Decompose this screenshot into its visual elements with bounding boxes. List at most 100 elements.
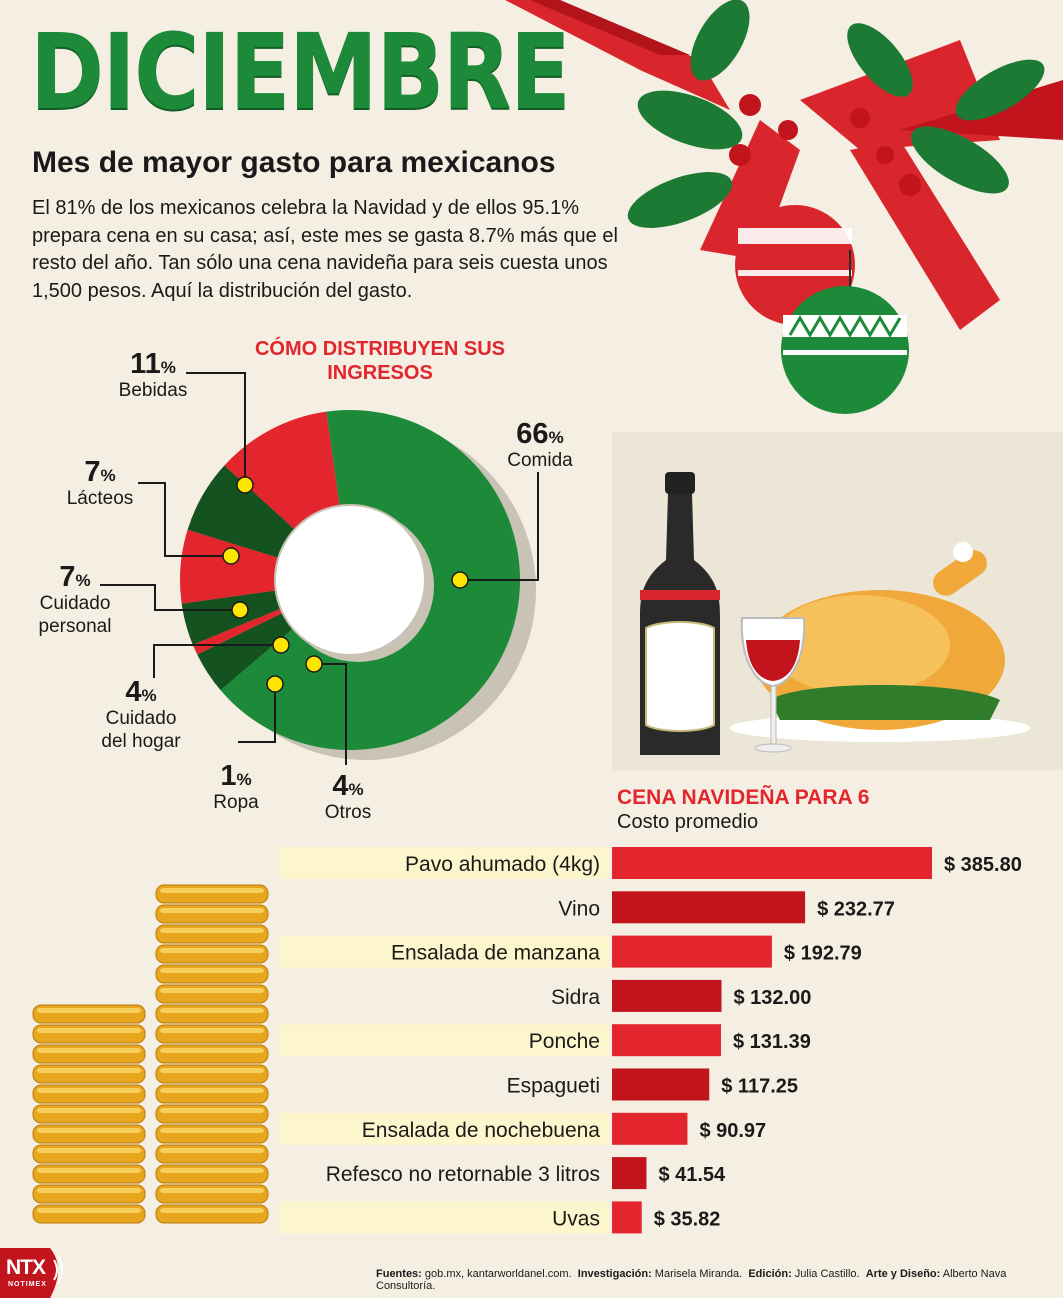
slice-value: 4 [125, 676, 142, 708]
coin-shine [37, 1048, 141, 1053]
label-cuidado-hogar: 4% Cuidado del hogar [86, 678, 196, 753]
coin-shine [160, 1168, 264, 1173]
edit-label: Edición: [748, 1268, 792, 1280]
bar-category-label: Uvas [552, 1207, 600, 1230]
marker-cuidado-personal [231, 601, 249, 619]
coin-shine [37, 1148, 141, 1153]
bar-value-label: $ 35.82 [654, 1208, 721, 1230]
research-label: Investigación: [577, 1268, 652, 1280]
sources-text: gob.mx, kantarworldanel.com. [424, 1268, 572, 1280]
slice-value: 11 [130, 348, 161, 380]
bar-chart-subtitle: Costo promedio [617, 811, 759, 833]
edit-text: Julia Castillo. [794, 1268, 860, 1280]
bar [612, 1157, 647, 1190]
bar-category-label: Vino [558, 897, 600, 920]
bar-value-label: $ 117.25 [721, 1076, 798, 1098]
coin-shine [37, 1108, 141, 1113]
bar-value-label: $ 385.80 [944, 854, 1022, 876]
coin-shine [37, 1188, 141, 1193]
turkey-illustration [730, 542, 1030, 742]
slice-label: Otros [324, 802, 372, 823]
slice-value: 7 [84, 456, 101, 488]
notimex-logo [0, 1248, 63, 1298]
coin-shine [160, 928, 264, 933]
slice-unit: % [236, 770, 252, 789]
coin-shine [37, 1068, 141, 1073]
leader-line-cuidado-hogar [153, 644, 281, 678]
sources-label: Fuentes: [376, 1268, 422, 1280]
row-highlight [279, 1201, 609, 1234]
coin-shine [37, 1128, 141, 1133]
bar-category-label: Pavo ahumado (4kg) [405, 853, 600, 876]
donut-slice-cuidado-personal [180, 529, 278, 604]
slice-value: 66 [516, 418, 549, 450]
bar-value-label: $ 41.54 [658, 1164, 726, 1186]
slice-label: Lácteos [66, 488, 134, 509]
coin-shine [160, 1068, 264, 1073]
leader-line-bebidas [186, 372, 246, 485]
leader-line-cuidado-personal [100, 584, 240, 611]
coin-shine [37, 1088, 141, 1093]
coin-shine [160, 1048, 264, 1053]
bar [612, 891, 806, 924]
slice-unit: % [100, 466, 116, 485]
coin-shine [160, 888, 264, 893]
slice-label: Comida [507, 450, 573, 471]
coin-shine [160, 1148, 264, 1153]
research-text: Marisela Miranda. [654, 1268, 743, 1280]
credits: Fuentes: gob.mx, kantarworldanel.com. In… [376, 1268, 1063, 1292]
holly-illustration [627, 0, 1045, 228]
coin-shine [160, 1188, 264, 1193]
slice-value: 4 [332, 770, 349, 802]
slice-label: Cuidado personal [38, 593, 112, 637]
slice-unit: % [548, 428, 564, 447]
label-comida: 66% Comida [495, 420, 585, 472]
intro-paragraph: El 81% de los mexicanos celebra la Navid… [32, 197, 618, 302]
leader-line-comida [460, 472, 539, 581]
donut-slice-comida [220, 409, 521, 750]
label-bebidas: 11% Bebidas [108, 350, 198, 402]
coin-shine [160, 1208, 264, 1213]
ornament-green-illustration [781, 250, 909, 414]
bar-category-label: Ensalada de manzana [391, 942, 600, 965]
label-cuidado-personal: 7% Cuidado personal [20, 563, 130, 638]
coin-shine [160, 1088, 264, 1093]
berries-illustration [729, 94, 921, 196]
bar-category-label: Refesco no retornable 3 litros [326, 1163, 600, 1186]
coin-shine [37, 1008, 141, 1013]
bar-chart-title: CENA NAVIDEÑA PARA 6 [617, 786, 870, 809]
bar [612, 935, 772, 968]
slice-unit: % [160, 358, 176, 377]
donut-chart-title: CÓMO DISTRIBUYEN SUS INGRESOS [254, 338, 506, 384]
coins-illustration [32, 884, 269, 1224]
slice-value: 1 [220, 760, 237, 792]
marker-otros [305, 655, 323, 673]
bar-category-label: Ensalada de nochebuena [362, 1119, 601, 1142]
bar-category-label: Espagueti [507, 1075, 600, 1098]
label-otros: 4% Otros [308, 772, 388, 824]
slice-label: Bebidas [118, 380, 188, 401]
slice-unit: % [141, 686, 157, 705]
marker-comida [451, 571, 469, 589]
coin-shine [37, 1168, 141, 1173]
label-lacteos: 7% Lácteos [55, 458, 145, 510]
bar-category-label: Sidra [551, 986, 600, 1009]
coin-shine [160, 1008, 264, 1013]
coin-shine [160, 1108, 264, 1113]
wine-bottle-illustration [640, 472, 720, 755]
row-highlight [279, 1024, 609, 1057]
slice-label: Ropa [213, 792, 259, 813]
coin-shine [160, 908, 264, 913]
marker-lacteos [222, 547, 240, 565]
coin-shine [160, 948, 264, 953]
donut-slice-cuidado-hogar [181, 590, 280, 645]
bar-value-label: $ 192.79 [784, 943, 862, 965]
donut-slice-otros [197, 613, 293, 691]
bar-value-label: $ 90.97 [699, 1120, 766, 1142]
bar [612, 1068, 710, 1101]
row-highlight [279, 1112, 609, 1145]
design-text: Alberto Nava Consultoría. [376, 1268, 1007, 1292]
slice-label: Cuidado del hogar [101, 708, 181, 752]
